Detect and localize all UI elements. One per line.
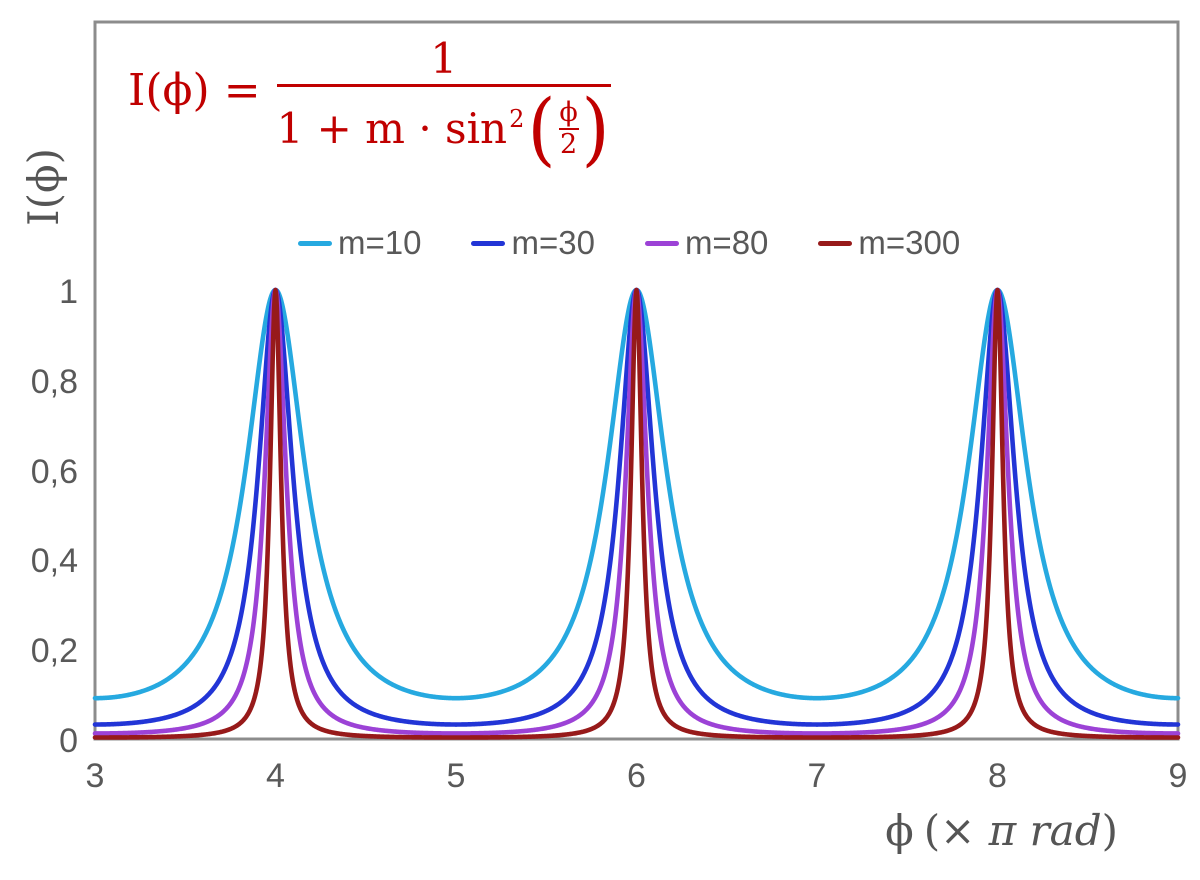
x-axis-title-phi: ϕ	[885, 806, 914, 855]
formula-sin-exponent: 2	[509, 105, 525, 133]
x-axis-title: ϕ (× π rad)	[885, 806, 1118, 856]
close-paren: )	[581, 82, 610, 175]
x-axis-title-unit: π rad	[988, 806, 1102, 855]
x-tick-label: 6	[627, 757, 646, 795]
y-tick-label: 0,4	[30, 542, 78, 581]
x-tick-label: 5	[446, 757, 466, 795]
inner-fraction-bar	[558, 128, 579, 130]
legend-item: m=80	[644, 224, 769, 262]
x-axis-title-open: (×	[923, 806, 989, 855]
formula-numerator: 1	[430, 34, 458, 83]
formula-inner-fraction: ϕ 2	[558, 97, 579, 160]
legend-item: m=30	[471, 224, 595, 262]
curve-m-80	[92, 287, 1181, 736]
x-tick-label: 8	[988, 757, 1007, 795]
y-tick-label: 0	[59, 722, 78, 760]
open-paren: (	[527, 82, 557, 175]
inner-numerator: ϕ	[559, 97, 578, 128]
formula-fraction: 1 1 + m · sin 2 ( ϕ 2 )	[276, 34, 611, 169]
y-tick-label: 1	[59, 273, 78, 311]
legend-label: m=10	[338, 224, 422, 261]
formula-denominator-prefix: 1 + m · sin	[276, 104, 508, 153]
legend-label: m=30	[511, 224, 595, 261]
plot-border	[93, 20, 1180, 741]
y-axis-title: I(ϕ)	[19, 148, 68, 226]
legend-line-swatch	[644, 240, 679, 246]
formula-lhs: I(ϕ) =	[128, 65, 261, 116]
formula: I(ϕ) = 1 1 + m · sin 2 ( ϕ 2 )	[128, 36, 611, 169]
fraction-bar	[276, 84, 611, 87]
x-tick-label: 9	[1168, 757, 1188, 795]
y-tick-label: 0,8	[30, 362, 78, 401]
y-tick-label: 0,6	[30, 452, 78, 491]
legend-item: m=300	[818, 224, 960, 262]
inner-denominator: 2	[560, 129, 578, 160]
legend-label: m=80	[684, 224, 769, 261]
legend-line-swatch	[471, 240, 506, 246]
curve-m-300	[92, 287, 1181, 740]
legend: m=10 m=30 m=80 m=300	[298, 224, 960, 262]
legend-line-swatch	[818, 240, 853, 246]
curve-m-30	[92, 287, 1181, 727]
legend-line-swatch	[298, 240, 332, 246]
y-tick-label: 0,2	[30, 632, 78, 671]
x-axis-title-close: )	[1101, 806, 1118, 855]
legend-label: m=300	[858, 224, 961, 261]
x-tick-label: 4	[266, 757, 285, 795]
x-tick-label: 7	[807, 757, 827, 795]
x-tick-label: 3	[85, 757, 105, 795]
formula-denominator: 1 + m · sin 2 ( ϕ 2 )	[277, 89, 611, 169]
legend-item: m=10	[298, 224, 421, 262]
